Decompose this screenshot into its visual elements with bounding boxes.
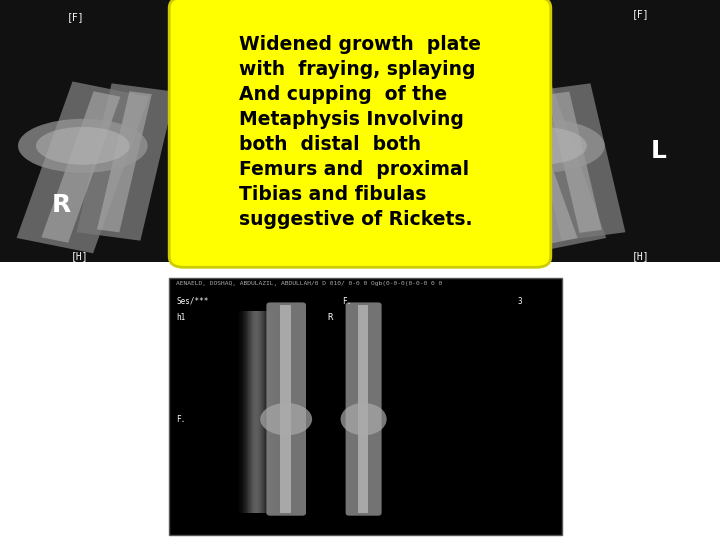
Bar [256, 310, 258, 513]
Ellipse shape [36, 127, 130, 165]
Bar [256, 310, 257, 513]
Bar [239, 310, 240, 513]
Bar [236, 310, 238, 513]
Bar [280, 305, 291, 513]
Bar [266, 310, 267, 513]
Bar [246, 310, 248, 513]
Ellipse shape [475, 119, 605, 173]
Bar [240, 310, 242, 513]
Text: R: R [52, 193, 71, 217]
Text: [F]: [F] [67, 11, 84, 22]
Bar [238, 310, 240, 513]
Text: [H]: [H] [71, 251, 88, 261]
Bar [264, 310, 265, 513]
Bar [267, 310, 269, 513]
Bar [248, 310, 249, 513]
Bar [272, 310, 274, 513]
Bar [275, 310, 276, 513]
FancyBboxPatch shape [266, 302, 306, 516]
FancyBboxPatch shape [169, 278, 562, 535]
Text: h1: h1 [176, 313, 186, 322]
Bar [0, 0, 241, 262]
Bar [269, 310, 270, 513]
Bar [242, 310, 243, 513]
Bar [238, 310, 239, 513]
Bar [237, 310, 238, 513]
Bar [258, 310, 259, 513]
Bar [255, 310, 256, 513]
Bar [246, 310, 247, 513]
Bar [235, 310, 237, 513]
Bar [271, 310, 273, 513]
Bar [247, 310, 248, 513]
Bar [268, 310, 269, 513]
Bar [262, 310, 264, 513]
Bar [274, 310, 276, 513]
Text: 3: 3 [518, 297, 522, 306]
Text: F.: F. [342, 297, 351, 306]
Bar [248, 310, 250, 513]
Ellipse shape [261, 403, 312, 435]
Text: Ses/***: Ses/*** [176, 297, 209, 306]
Bar [264, 310, 266, 513]
Text: [H]: [H] [632, 251, 649, 261]
Bar [243, 310, 245, 513]
Bar [260, 310, 261, 513]
Polygon shape [474, 82, 606, 253]
Bar [258, 310, 260, 513]
Bar [358, 305, 368, 513]
Polygon shape [17, 82, 149, 253]
Bar [243, 310, 244, 513]
Bar [253, 310, 255, 513]
Bar [271, 310, 272, 513]
Polygon shape [76, 83, 176, 241]
Bar [261, 310, 262, 513]
Bar [273, 310, 274, 513]
Bar [261, 310, 263, 513]
Text: AENAELD, DOSHAQ, ABDULAZIL, ABDULLAH/0 D 010/ 0-0 0 Ogb(0-0-0(0-0-0 0 0: AENAELD, DOSHAQ, ABDULAZIL, ABDULLAH/0 D… [176, 281, 443, 286]
Bar [240, 310, 241, 513]
Bar [265, 310, 266, 513]
FancyBboxPatch shape [346, 302, 382, 516]
Text: Widened growth  plate
with  fraying, splaying
And cupping  of the
Metaphysis Inv: Widened growth plate with fraying, splay… [239, 35, 481, 230]
Text: R: R [328, 313, 333, 322]
Bar [269, 310, 271, 513]
Polygon shape [97, 91, 152, 232]
Bar [270, 310, 271, 513]
Bar [276, 310, 277, 513]
Ellipse shape [493, 127, 587, 165]
Bar [263, 310, 264, 513]
Text: [F]: [F] [632, 9, 649, 19]
Bar [245, 310, 246, 513]
FancyBboxPatch shape [169, 0, 551, 267]
Bar [274, 310, 275, 513]
Bar [254, 310, 256, 513]
Text: F.: F. [176, 415, 186, 424]
Bar [244, 310, 246, 513]
Bar [266, 310, 268, 513]
Bar [251, 310, 252, 513]
Bar [250, 310, 251, 513]
Bar [252, 310, 253, 513]
Bar [253, 310, 254, 513]
Bar [259, 310, 261, 513]
Text: L: L [651, 139, 667, 163]
Bar [479, 0, 720, 262]
Ellipse shape [18, 119, 148, 173]
Polygon shape [526, 83, 626, 241]
Bar [276, 310, 278, 513]
Bar [0, 0, 720, 262]
Polygon shape [547, 92, 602, 233]
Bar [241, 310, 243, 513]
Ellipse shape [341, 403, 387, 435]
Bar [249, 310, 251, 513]
Bar [234, 310, 235, 513]
Bar [251, 310, 253, 513]
Bar [257, 310, 258, 513]
Bar [235, 310, 236, 513]
Polygon shape [499, 92, 577, 244]
Polygon shape [42, 91, 120, 243]
